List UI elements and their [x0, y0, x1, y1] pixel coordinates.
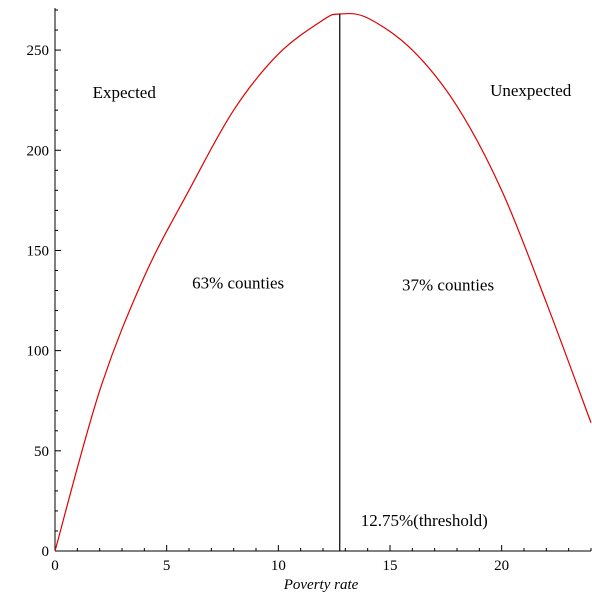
- annotation-label: Unexpected: [490, 81, 572, 100]
- series-line: [54, 12, 592, 552]
- threshold-layer: 12.75%(threshold): [339, 14, 488, 551]
- y-tick-label: 250: [27, 43, 50, 59]
- annotation-label: 63% counties: [192, 274, 284, 293]
- annotation-label: Expected: [93, 83, 157, 102]
- x-tick-label: 10: [271, 558, 286, 574]
- annotation-layer: Expected Unexpected 63% counties 37% counti…: [93, 81, 572, 294]
- y-tick-label: 200: [27, 143, 50, 159]
- y-tick-label: 0: [42, 544, 50, 560]
- x-tick-label: 20: [494, 558, 509, 574]
- x-tick-label: 5: [163, 558, 171, 574]
- x-axis-title: Poverty rate: [283, 577, 359, 593]
- threshold-label: 12.75%(threshold): [361, 511, 488, 530]
- y-tick-label: 50: [34, 444, 49, 460]
- x-tick-label: 0: [51, 558, 59, 574]
- x-tick-label: 15: [383, 558, 398, 574]
- y-ticks: 0 50 100 150 200 250: [27, 9, 61, 560]
- annotation-label: 37% counties: [402, 276, 494, 295]
- series-layer: [54, 12, 592, 552]
- y-tick-label: 150: [27, 243, 50, 259]
- x-ticks: 0 5 10 15 20: [51, 545, 592, 574]
- y-tick-label: 100: [27, 344, 50, 360]
